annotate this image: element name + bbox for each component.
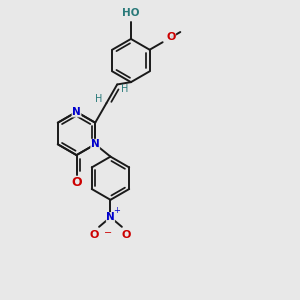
Text: N: N — [72, 107, 81, 117]
Text: N: N — [106, 212, 115, 222]
Text: HO: HO — [122, 8, 140, 17]
Text: O: O — [167, 32, 176, 42]
Text: H: H — [95, 94, 103, 104]
Text: O: O — [90, 230, 99, 240]
Text: H: H — [121, 84, 128, 94]
Text: N: N — [91, 139, 100, 149]
Text: O: O — [71, 176, 82, 190]
Text: O: O — [122, 230, 131, 240]
Text: +: + — [114, 206, 121, 215]
Text: −: − — [104, 228, 112, 239]
